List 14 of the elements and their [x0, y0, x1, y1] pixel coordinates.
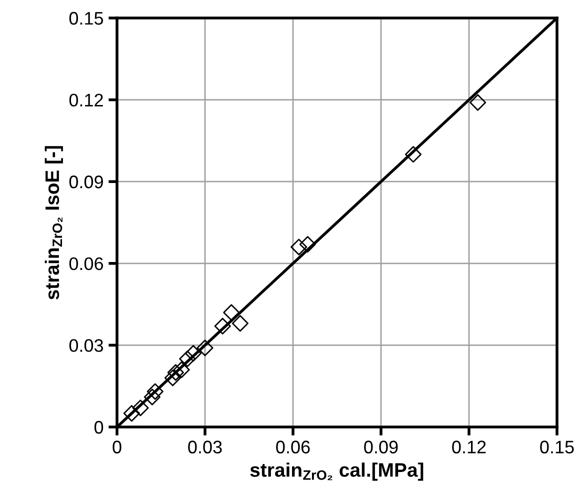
x-tick-label: 0.03 — [188, 440, 222, 454]
x-tick-label: 0.06 — [276, 440, 310, 454]
y-tick-label: 0.15 — [69, 12, 104, 25]
y-tick-label: 0.03 — [69, 339, 104, 352]
x-tick-label: 0.15 — [540, 440, 574, 454]
x-tick-label: 0 — [112, 440, 122, 454]
x-axis-title: strain$_{ZrO₂}$ cal.[MPa] — [250, 462, 424, 481]
x-tick-label: 0.12 — [452, 440, 486, 454]
x-tick-label: 0.09 — [364, 440, 398, 454]
y-tick-label: 0.09 — [69, 176, 103, 188]
y-tick-label: 0.06 — [69, 257, 104, 270]
y-tick-label: 0.12 — [69, 94, 103, 107]
y-axis-title: strain$_{ZrO₂}$ IsoE [-] — [44, 146, 63, 300]
y-tick-label: 0 — [94, 420, 104, 434]
